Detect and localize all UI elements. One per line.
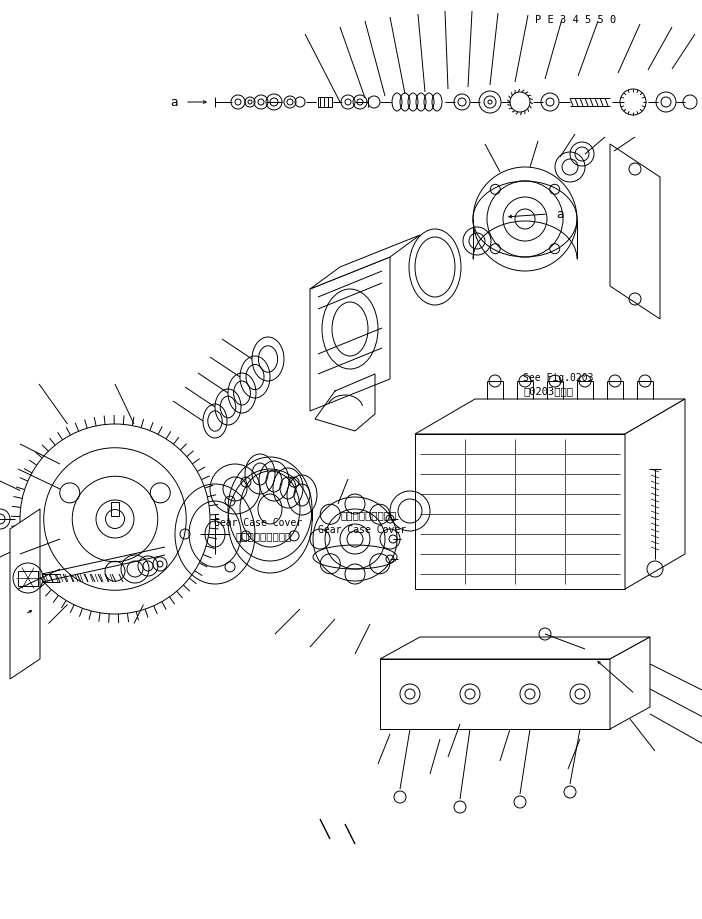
Text: 第0203図参照: 第0203図参照	[523, 386, 573, 395]
Polygon shape	[310, 236, 420, 289]
Text: Gear Case Cover: Gear Case Cover	[214, 518, 303, 528]
Text: See Fig.0203: See Fig.0203	[523, 373, 593, 382]
Bar	[380, 659, 610, 729]
Polygon shape	[625, 400, 685, 589]
Polygon shape	[380, 637, 650, 659]
Text: a: a	[556, 208, 564, 221]
Polygon shape	[310, 257, 390, 412]
Text: ギヤーケースカバー: ギヤーケースカバー	[235, 531, 291, 540]
Polygon shape	[10, 509, 40, 679]
Text: Gear Case Cover: Gear Case Cover	[318, 525, 406, 535]
Text: P E 3 4 5 5 0: P E 3 4 5 5 0	[535, 16, 616, 25]
Polygon shape	[415, 400, 685, 435]
Bar	[415, 435, 625, 589]
Text: ギヤーケースカバー: ギヤーケースカバー	[340, 509, 396, 519]
Bar	[318, 98, 332, 108]
Text: a: a	[171, 96, 178, 109]
Polygon shape	[610, 637, 650, 729]
Bar	[111, 503, 119, 516]
Bar	[18, 572, 38, 586]
Polygon shape	[610, 145, 660, 320]
